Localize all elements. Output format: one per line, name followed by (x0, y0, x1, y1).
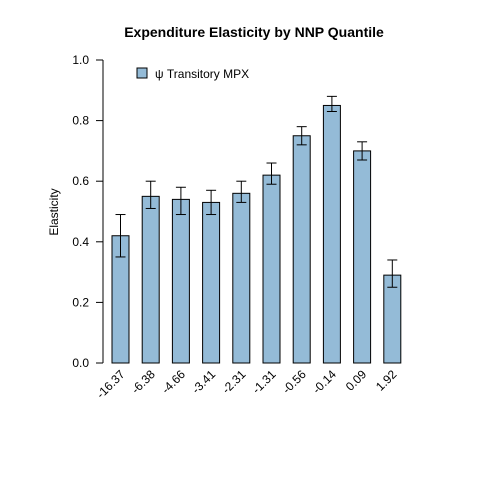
chart-title: Expenditure Elasticity by NNP Quantile (124, 24, 384, 40)
x-tick-label: -2.31 (219, 367, 248, 396)
x-tick-label: 1.92 (373, 367, 400, 394)
y-tick-label: 0.8 (72, 114, 89, 128)
bar (353, 150, 372, 364)
bar (292, 135, 311, 364)
x-tick-label: 0.09 (343, 367, 370, 394)
y-axis-label: Elasticity (47, 188, 61, 235)
error-bar (296, 126, 307, 146)
bar (322, 104, 341, 364)
legend-swatch (136, 67, 148, 79)
y-tick-label: 0.0 (72, 356, 89, 370)
error-bar (175, 186, 186, 216)
x-tick-label: -16.37 (94, 367, 128, 401)
legend: ψ Transitory MPX (136, 67, 249, 81)
x-tick-label: -1.31 (249, 367, 278, 396)
error-bar (357, 141, 368, 161)
x-tick-label: -0.14 (310, 367, 339, 396)
y-axis: 0.0 0.2 0.4 0.6 0.8 1.0 (72, 53, 104, 370)
x-tick-label: -4.66 (159, 367, 188, 396)
x-tick-label: -6.38 (129, 367, 158, 396)
error-bar (115, 214, 126, 258)
error-bar (387, 259, 398, 288)
y-tick-label: 0.2 (72, 295, 89, 309)
bar (232, 192, 251, 364)
x-tick-label: -0.56 (280, 367, 309, 396)
error-bars (115, 95, 398, 288)
error-bar (266, 162, 277, 185)
error-bar (236, 180, 247, 203)
y-ticks: 0.0 0.2 0.4 0.6 0.8 1.0 (72, 53, 103, 370)
error-bar (326, 95, 337, 113)
bars (111, 104, 402, 364)
x-tick-label: -3.41 (189, 367, 218, 396)
x-tick-labels: -16.37 -6.38 -4.66 -3.41 -2.31 -1.31 -0.56 -0.1… (94, 367, 400, 401)
bar (171, 198, 190, 364)
error-bar (206, 189, 217, 216)
y-tick-label: 0.4 (72, 235, 89, 249)
bar (383, 274, 402, 364)
bar (141, 195, 160, 364)
error-bar (145, 180, 156, 209)
legend-label: ψ Transitory MPX (155, 67, 249, 81)
bar (262, 174, 281, 364)
y-tick-label: 1.0 (72, 53, 89, 67)
bar (202, 201, 221, 364)
y-tick-label: 0.6 (72, 174, 89, 188)
